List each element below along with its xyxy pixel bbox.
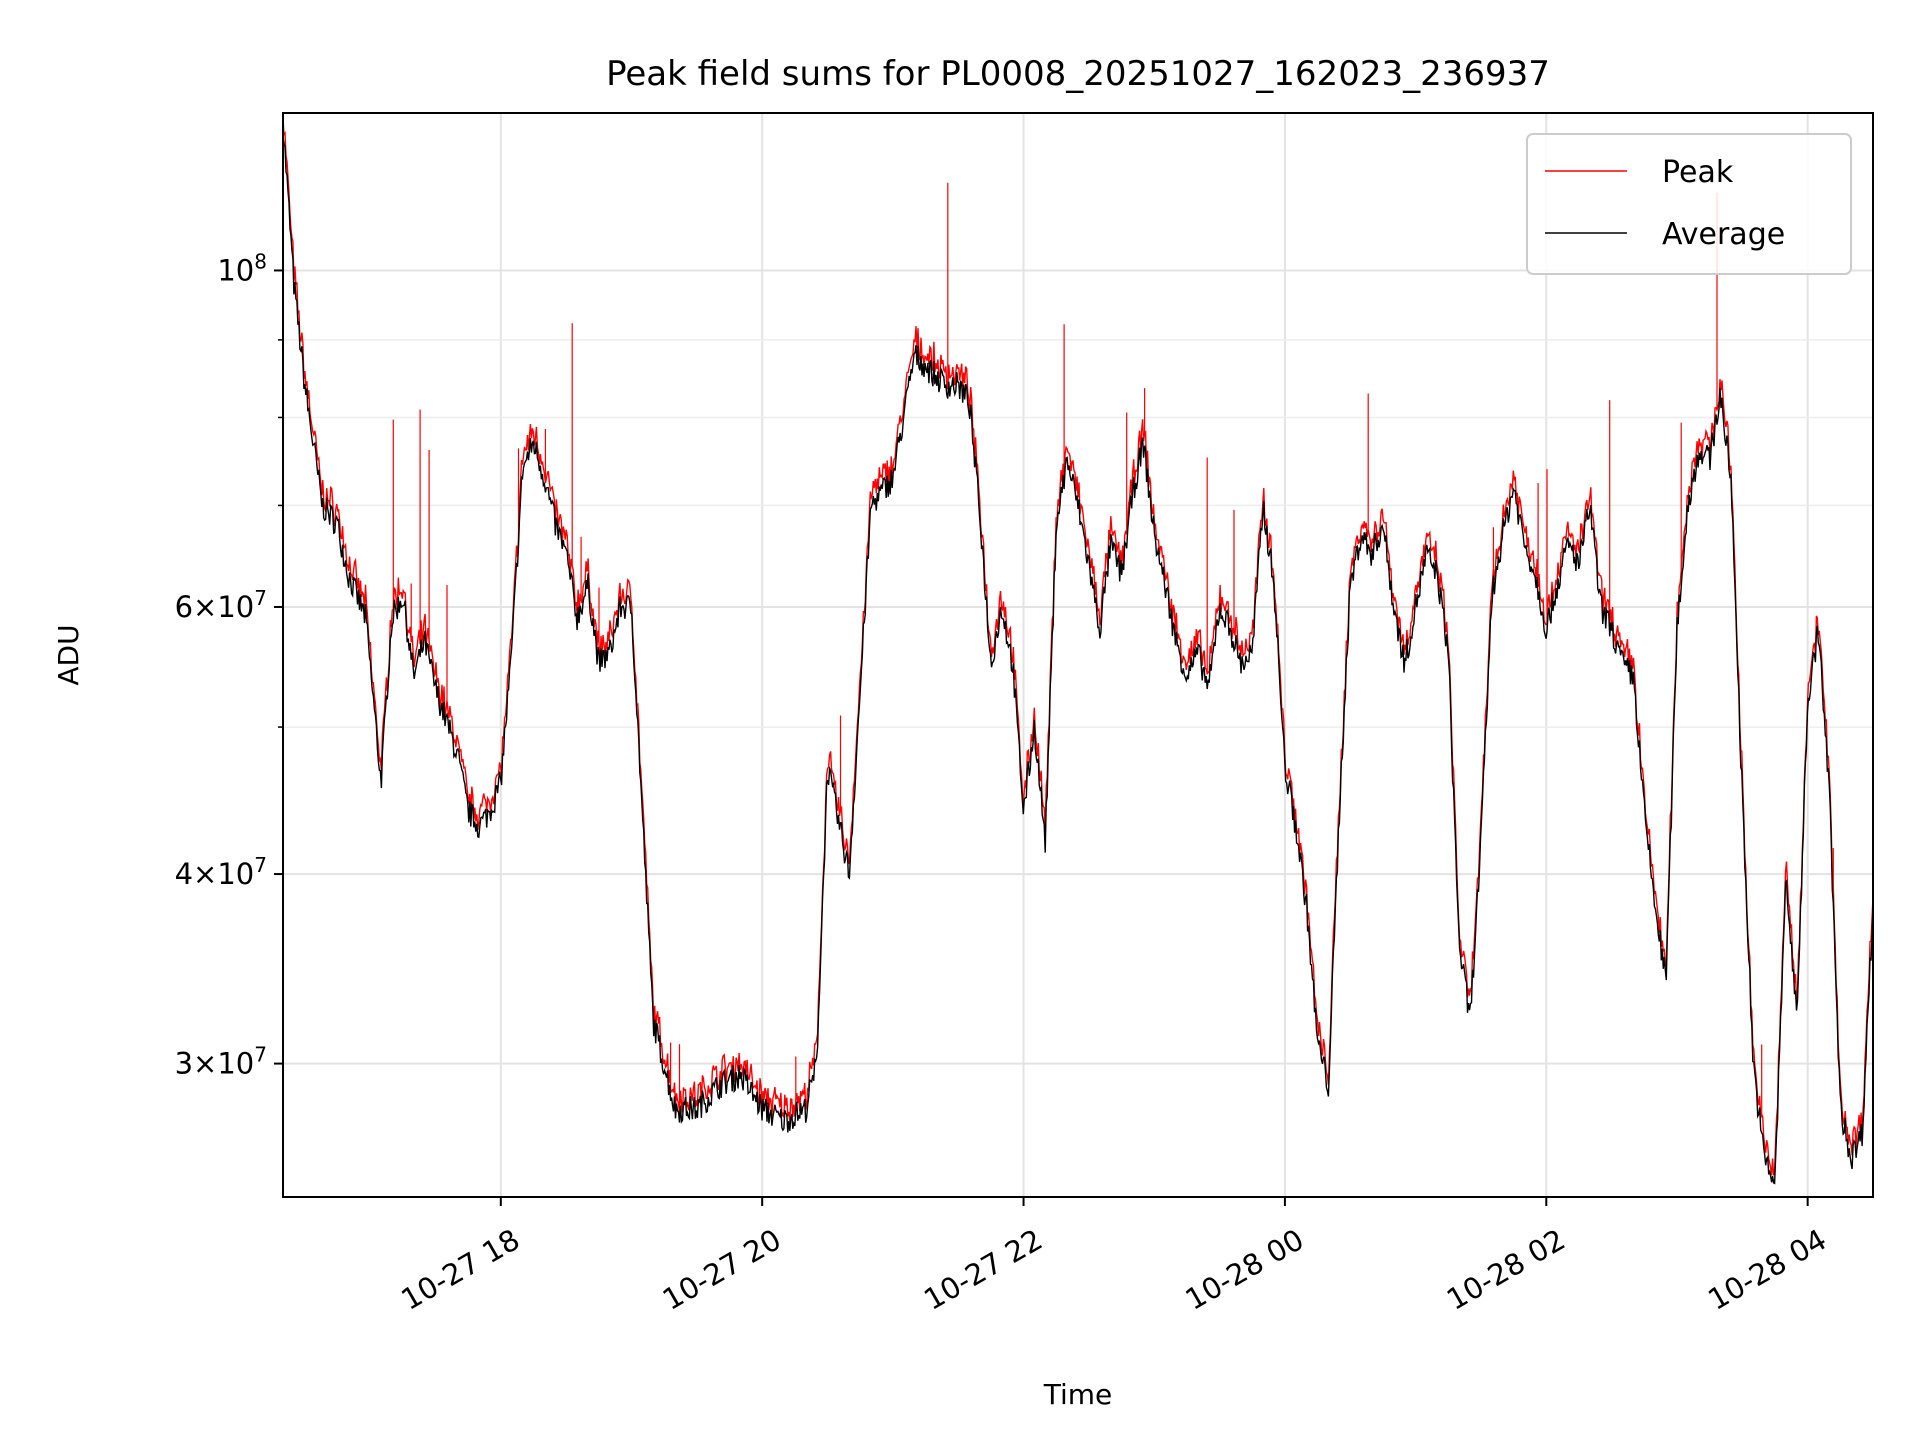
x-tick-label: 10-28 02 xyxy=(1441,1222,1571,1317)
y-axis: 108 6×107 4×107 3×107 xyxy=(175,249,283,1081)
x-tick-label: 10-28 04 xyxy=(1702,1222,1832,1317)
chart-title: Peak field sums for PL0008_20251027_1620… xyxy=(606,54,1550,94)
x-tick-label: 10-27 22 xyxy=(918,1222,1048,1317)
legend: Peak Average xyxy=(1526,133,1852,275)
legend-label-peak: Peak xyxy=(1662,155,1734,190)
axes-frame xyxy=(282,112,1874,1198)
x-axis: 10-27 18 10-27 20 10-27 22 10-28 00 10-28 02… xyxy=(395,1197,1832,1317)
y-tick-label: 108 xyxy=(217,249,267,287)
x-tick-label: 10-28 00 xyxy=(1180,1222,1310,1317)
x-tick-label: 10-27 20 xyxy=(657,1222,787,1317)
series-layer xyxy=(283,118,1873,1185)
legend-box xyxy=(1526,133,1852,275)
y-tick-label: 3×107 xyxy=(175,1043,267,1081)
x-tick-label: 10-27 18 xyxy=(395,1222,525,1317)
y-tick-label: 6×107 xyxy=(175,586,267,624)
series-line-peak xyxy=(283,118,1873,1176)
legend-label-average: Average xyxy=(1662,217,1785,252)
x-axis-label: Time xyxy=(1043,1378,1113,1411)
y-tick-label: 4×107 xyxy=(175,853,267,891)
plot-area xyxy=(283,113,1873,1197)
series-line-average xyxy=(283,136,1873,1185)
y-axis-label: ADU xyxy=(52,624,85,685)
